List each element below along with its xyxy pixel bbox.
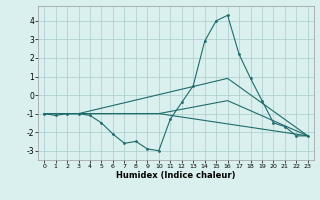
X-axis label: Humidex (Indice chaleur): Humidex (Indice chaleur) xyxy=(116,171,236,180)
